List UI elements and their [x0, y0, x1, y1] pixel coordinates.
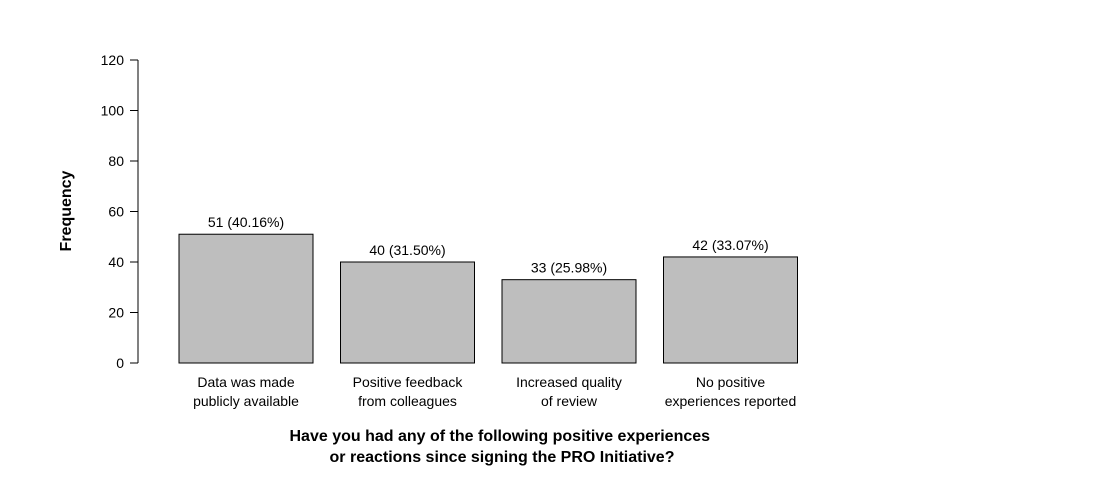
x-category-label: Increased quality of review: [516, 374, 622, 409]
y-axis-title: Frequency: [58, 170, 75, 251]
y-tick-label: 0: [116, 355, 124, 371]
y-axis: 0 20 40 60 80 100 120: [101, 52, 139, 371]
x-category-label-line: of review: [541, 393, 598, 409]
y-tick-label: 60: [108, 204, 124, 220]
y-tick-label: 20: [108, 305, 124, 321]
x-axis-title-line-2: or reactions since signing the PRO Initi…: [330, 449, 675, 466]
x-category-labels: Data was made publicly available Positive …: [193, 374, 796, 409]
bar-data-label: 33 (25.98%): [531, 260, 607, 276]
bar-data-label: 51 (40.16%): [208, 214, 284, 230]
x-category-label-line: No positive: [696, 374, 765, 390]
bar-data-label: 42 (33.07%): [692, 237, 768, 253]
y-tick-label: 40: [108, 254, 124, 270]
x-category-label: Data was made publicly available: [193, 374, 299, 409]
bar: [663, 256, 798, 364]
x-category-label-line: Positive feedback: [353, 374, 464, 390]
x-category-label-line: publicly available: [193, 393, 299, 409]
x-category-label-line: from colleagues: [358, 393, 457, 409]
bars: [178, 233, 798, 364]
x-category-label-line: experiences reported: [665, 393, 797, 409]
x-axis-title: Have you had any of the following positi…: [290, 428, 715, 466]
bar: [501, 279, 637, 364]
x-category-label-line: Data was made: [197, 374, 294, 390]
y-tick-label: 80: [108, 153, 124, 169]
data-labels: 51 (40.16%) 40 (31.50%) 33 (25.98%) 42 (33.…: [208, 214, 769, 275]
x-category-label-line: Increased quality: [516, 374, 622, 390]
x-category-label: No positive experiences reported: [665, 374, 797, 409]
x-axis-title-line-1: Have you had any of the following positi…: [290, 428, 711, 445]
x-category-label: Positive feedback from colleagues: [353, 374, 464, 409]
bar: [340, 261, 475, 364]
bar-data-label: 40 (31.50%): [369, 242, 445, 258]
bar: [178, 233, 314, 364]
y-tick-label: 100: [101, 103, 125, 119]
y-tick-label: 120: [101, 52, 125, 68]
